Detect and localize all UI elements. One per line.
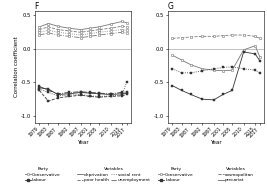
Y-axis label: Correlation coefficient: Correlation coefficient — [14, 37, 19, 98]
Text: G: G — [168, 2, 174, 11]
Legend: cosmopolitan, precariat: cosmopolitan, precariat — [218, 167, 254, 182]
Legend: deprivation, poor health, social rent, unemployment: deprivation, poor health, social rent, u… — [77, 167, 151, 182]
Text: F: F — [35, 2, 39, 11]
X-axis label: Year: Year — [210, 140, 222, 145]
X-axis label: Year: Year — [77, 140, 89, 145]
